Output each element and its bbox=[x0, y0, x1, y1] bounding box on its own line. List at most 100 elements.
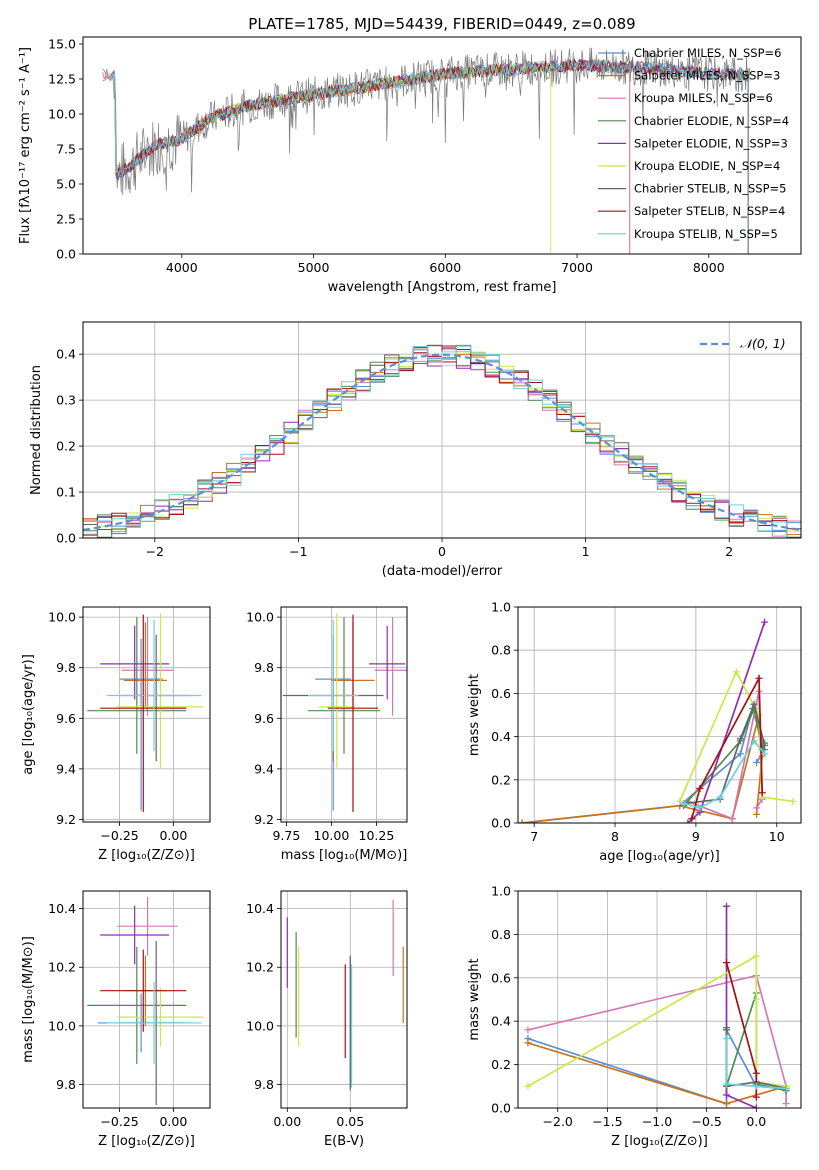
axes-frame bbox=[82, 36, 802, 255]
mass-weight-marker bbox=[736, 735, 744, 743]
axes-frame bbox=[82, 606, 211, 823]
x-tick-label: 7000 bbox=[561, 260, 593, 275]
x-tick-label: 4000 bbox=[166, 260, 198, 275]
y-tick-label: 0.0 bbox=[56, 247, 76, 262]
y-tick-label: 10.4 bbox=[246, 901, 274, 916]
y-tick-label: 0.2 bbox=[491, 1057, 511, 1072]
x-axis-label: wavelength [Angstrom, rest frame] bbox=[328, 280, 557, 295]
error-bar-point bbox=[100, 614, 187, 812]
y-tick-label: 7.5 bbox=[56, 142, 76, 157]
y-axis-label: mass [log₁₀(M/M⊙)] bbox=[21, 936, 36, 1063]
panel-mass_weight_vs_age: 7 8 9 10 0.0 0.2 0.4 0.6 0.8 1.0 age [log₁₀(age/yr… bbox=[467, 600, 802, 864]
x-tick-label: 8000 bbox=[693, 260, 725, 275]
error-bar-point bbox=[121, 617, 174, 716]
mass-weight-marker bbox=[524, 1039, 532, 1047]
error-bar-point bbox=[119, 638, 163, 811]
plot-area-mass_weight_vs_age bbox=[518, 618, 797, 823]
x-tick-label: 10.25 bbox=[359, 828, 395, 843]
y-tick-label: 0.8 bbox=[491, 643, 511, 658]
panel-age_vs_Z: −0.25 0.00 9.2 9.4 9.6 9.8 10.0 Z [log₁₀(Z/Z⊙)]… bbox=[21, 606, 211, 863]
y-tick-label: 10.0 bbox=[48, 1018, 76, 1033]
mass-weight-marker bbox=[728, 815, 736, 823]
y-tick-label: 0.2 bbox=[491, 772, 511, 787]
x-tick-label: 10.00 bbox=[314, 828, 350, 843]
y-tick-label: 0.4 bbox=[491, 1014, 511, 1029]
plot-area-mass_vs_EBV bbox=[286, 899, 404, 1091]
legend-entry: Salpeter ELODIE, N_SSP=3 bbox=[634, 136, 788, 150]
axes-frame bbox=[517, 890, 802, 1109]
y-tick-label: 0.4 bbox=[491, 729, 511, 744]
mass-weight-marker bbox=[518, 819, 526, 823]
y-tick-label: 10.2 bbox=[246, 960, 274, 975]
error-bar-point bbox=[117, 987, 204, 1047]
error-bar-point bbox=[87, 946, 187, 1065]
x-tick-label: 8 bbox=[611, 829, 619, 844]
mass-weight-marker bbox=[752, 952, 760, 960]
y-tick-label: 9.6 bbox=[254, 711, 274, 726]
legend-entry: Kroupa ELODIE, N_SSP=4 bbox=[634, 159, 780, 173]
error-bar-point bbox=[100, 949, 187, 1032]
mass-weight-marker bbox=[782, 1084, 790, 1092]
y-tick-label: 1.0 bbox=[491, 600, 511, 615]
y-axis-label: age [log₁₀(age/yr)] bbox=[21, 654, 36, 775]
x-axis-label: (data-model)/error bbox=[382, 564, 503, 579]
mass-weight-series-line bbox=[527, 974, 787, 1104]
mass-weight-marker bbox=[752, 996, 760, 1003]
x-tick-label: 2 bbox=[725, 544, 733, 559]
x-axis-label: E(B-V) bbox=[324, 1134, 364, 1149]
legend-entry: Kroupa MILES, N_SSP=6 bbox=[634, 91, 773, 105]
y-tick-label: 10.0 bbox=[48, 107, 76, 122]
mass-weight-series-line bbox=[725, 1038, 787, 1090]
y-tick-label: 10.0 bbox=[48, 610, 76, 625]
y-tick-label: 12.5 bbox=[48, 72, 76, 87]
y-axis-label: mass weight bbox=[467, 674, 482, 756]
x-tick-label: 1 bbox=[582, 544, 590, 559]
y-axis-label: mass weight bbox=[467, 958, 482, 1040]
mass-weight-marker bbox=[752, 1069, 760, 1077]
x-tick-label: −0.25 bbox=[100, 1114, 138, 1129]
mass-weight-marker bbox=[736, 750, 744, 758]
x-tick-label: −2.0 bbox=[543, 1114, 573, 1129]
legend-entry: Kroupa STELIB, N_SSP=5 bbox=[634, 227, 778, 241]
y-tick-label: 9.2 bbox=[254, 812, 274, 827]
y-tick-label: 0.0 bbox=[491, 1101, 511, 1116]
figure-title: PLATE=1785, MJD=54439, FIBERID=0449, z=0… bbox=[248, 15, 635, 33]
panel-mass_weight_vs_Z: −2.0 −1.5 −1.0 −0.5 0.0 0.0 0.2 0.4 0.6 0.8 1.0 Z [… bbox=[467, 884, 802, 1149]
error-bar-point bbox=[117, 896, 178, 956]
legend-entry: Salpeter STELIB, N_SSP=4 bbox=[634, 204, 785, 218]
legend-entry: Salpeter MILES, N_SSP=3 bbox=[634, 69, 780, 83]
error-bar-point bbox=[374, 617, 407, 716]
plot-area-mass_weight_vs_Z bbox=[524, 902, 790, 1108]
x-tick-label: −1 bbox=[289, 544, 307, 559]
error-bar-point bbox=[87, 617, 187, 754]
mass-weight-series-line bbox=[690, 675, 764, 819]
mass-weight-marker bbox=[753, 759, 761, 767]
y-axis-label: Normed distribution bbox=[29, 365, 44, 495]
plot-area-age_vs_mass bbox=[282, 613, 407, 812]
x-axis-label: Z [log₁₀(Z/Z⊙)] bbox=[98, 1134, 195, 1149]
mass-weight-marker bbox=[750, 737, 758, 745]
legend-entry: Chabrier ELODIE, N_SSP=4 bbox=[634, 114, 789, 128]
axes-frame bbox=[280, 606, 408, 823]
x-axis-label: age [log₁₀(age/yr)] bbox=[599, 849, 720, 864]
error-bar-point bbox=[308, 617, 380, 754]
x-axis-label: mass [log₁₀(M/M⊙)] bbox=[281, 848, 408, 863]
mass-weight-marker bbox=[684, 819, 692, 823]
mass-weight-marker bbox=[723, 959, 731, 967]
x-tick-label: −2 bbox=[146, 544, 164, 559]
x-tick-label: 9 bbox=[692, 829, 700, 844]
mass-weight-marker bbox=[723, 1035, 731, 1043]
y-tick-label: 0.0 bbox=[56, 531, 76, 546]
error-bar-point bbox=[369, 625, 406, 700]
mass-weight-marker bbox=[752, 1093, 760, 1101]
error-bar-point bbox=[117, 613, 204, 768]
mass-weight-marker bbox=[755, 674, 763, 682]
legend-entry: Chabrier MILES, N_SSP=6 bbox=[634, 46, 781, 60]
y-tick-label: 9.2 bbox=[56, 812, 76, 827]
axes-frame bbox=[517, 606, 802, 824]
y-tick-label: 0.0 bbox=[491, 816, 511, 831]
error-bar-point bbox=[106, 981, 202, 1065]
y-tick-label: 9.8 bbox=[254, 660, 274, 675]
y-tick-label: 0.3 bbox=[56, 393, 76, 408]
